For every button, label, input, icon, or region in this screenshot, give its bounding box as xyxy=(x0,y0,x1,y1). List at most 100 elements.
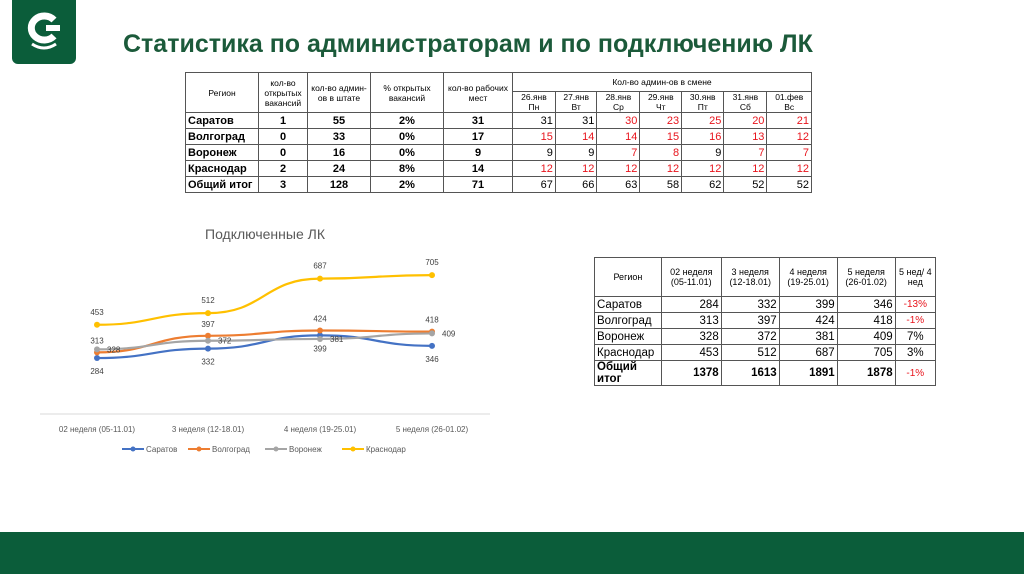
shift-cell: 58 xyxy=(639,176,683,193)
value-cell: 1891 xyxy=(778,360,838,386)
data-label: 328 xyxy=(107,345,121,354)
places-cell: 71 xyxy=(443,176,513,193)
data-label: 418 xyxy=(425,316,439,325)
page-title: Статистика по администраторам и по подкл… xyxy=(123,30,813,58)
pct-cell: 0% xyxy=(370,144,444,161)
data-point xyxy=(317,327,323,334)
col-header: 4 неделя (19-25.01) xyxy=(778,257,838,297)
region-cell: Воронеж xyxy=(185,144,259,161)
x-tick-label: 5 неделя (26-01.02) xyxy=(396,425,469,434)
data-label: 409 xyxy=(442,329,456,338)
region-cell: Волгоград xyxy=(185,128,259,145)
shift-cell: 31 xyxy=(512,112,556,129)
places-cell: 14 xyxy=(443,160,513,177)
logo-icon xyxy=(27,12,60,50)
data-label: 284 xyxy=(90,367,104,376)
region-cell: Общий итог xyxy=(185,176,259,193)
col-header: кол-во админ-ов в штате xyxy=(307,72,371,113)
shift-cell: 12 xyxy=(512,160,556,177)
staff-cell: 128 xyxy=(307,176,371,193)
table-row: Воронеж 328 372 381 409 7% xyxy=(594,328,937,345)
value-cell: 346 xyxy=(836,296,896,313)
pct-cell: 2% xyxy=(370,112,444,129)
x-tick-label: 4 неделя (19-25.01) xyxy=(284,425,357,434)
pct-cell: 2% xyxy=(370,176,444,193)
data-label: 453 xyxy=(90,308,104,317)
col-header: Регион xyxy=(185,72,259,113)
legend-label: Саратов xyxy=(146,445,177,454)
data-point xyxy=(205,332,211,339)
data-point xyxy=(205,345,211,352)
shift-cell: 15 xyxy=(512,128,556,145)
legend-marker xyxy=(130,446,136,452)
value-cell: 512 xyxy=(720,344,780,361)
value-cell: 1613 xyxy=(720,360,780,386)
connections-table: Регион 02 неделя (05-11.01) 3 неделя (12-1… xyxy=(594,257,937,386)
data-label: 332 xyxy=(201,358,215,367)
admin-stats-table: Регион кол-во открытых вакансий кол-во а… xyxy=(185,72,812,193)
region-cell: Общий итог xyxy=(594,360,662,386)
value-cell: 418 xyxy=(836,312,896,329)
table-row: Воронеж 0 16 0% 9 9 9 7 8 9 7 7 xyxy=(185,144,812,161)
data-point xyxy=(205,310,211,317)
data-label: 372 xyxy=(218,337,232,346)
data-label: 687 xyxy=(313,262,327,271)
legend-marker xyxy=(273,446,279,452)
legend-label: Волгоград xyxy=(212,445,250,454)
table-row: Саратов 1 55 2% 31 31 31 30 23 25 20 21 xyxy=(185,112,812,129)
shift-cell: 14 xyxy=(596,128,641,145)
shift-cell: 25 xyxy=(681,112,725,129)
footer-bar xyxy=(0,532,1024,574)
x-tick-label: 3 неделя (12-18.01) xyxy=(172,425,245,434)
data-label: 381 xyxy=(330,335,344,344)
col-header: 5 нед/ 4 нед xyxy=(894,257,937,297)
col-header: кол-во рабочих мест xyxy=(443,72,513,113)
value-cell: 284 xyxy=(660,296,722,313)
col-header: % открытых вакансий xyxy=(370,72,444,113)
legend-label: Воронеж xyxy=(289,445,322,454)
places-cell: 17 xyxy=(443,128,513,145)
ratio-cell: 3% xyxy=(894,344,937,361)
data-point xyxy=(429,330,435,337)
company-logo xyxy=(12,0,76,64)
data-point xyxy=(205,337,211,344)
shift-cell: 62 xyxy=(681,176,725,193)
data-point xyxy=(429,272,435,279)
ratio-cell: -1% xyxy=(894,360,937,386)
series-line xyxy=(96,334,433,360)
data-point xyxy=(94,355,100,362)
region-cell: Саратов xyxy=(594,296,662,313)
data-point xyxy=(94,321,100,328)
col-header: 5 неделя (26-01.02) xyxy=(836,257,896,297)
legend-label: Краснодар xyxy=(366,445,406,454)
data-point xyxy=(317,275,323,282)
table-row: Общий итог 3 128 2% 71 67 66 63 58 62 52 52 xyxy=(185,176,812,193)
data-point xyxy=(317,335,323,342)
data-label: 397 xyxy=(201,320,215,329)
day-header: 31.янв Сб xyxy=(723,91,768,113)
value-cell: 332 xyxy=(720,296,780,313)
data-point xyxy=(429,342,435,349)
shift-cell: 52 xyxy=(723,176,768,193)
data-label: 705 xyxy=(425,258,439,267)
series-line xyxy=(96,274,433,326)
data-label: 399 xyxy=(313,344,327,353)
places-cell: 31 xyxy=(443,112,513,129)
shift-cell: 63 xyxy=(596,176,641,193)
value-cell: 1878 xyxy=(836,360,896,386)
legend-marker xyxy=(350,446,356,452)
chart-title: Подключенные ЛК xyxy=(205,226,325,242)
shift-cell: 12 xyxy=(766,160,812,177)
table-row: Волгоград 0 33 0% 17 15 14 14 15 16 13 12 xyxy=(185,128,812,145)
shift-cell: 67 xyxy=(512,176,556,193)
legend-marker xyxy=(196,446,202,452)
data-label: 346 xyxy=(425,355,439,364)
data-label: 512 xyxy=(201,296,215,305)
shift-cell: 14 xyxy=(554,128,598,145)
data-label: 313 xyxy=(90,336,104,345)
table-row: Общий итог 1378 1613 1891 1878 -1% xyxy=(594,360,937,386)
data-label: 424 xyxy=(313,314,327,323)
series-line xyxy=(96,332,433,351)
region-cell: Краснодар xyxy=(185,160,259,177)
